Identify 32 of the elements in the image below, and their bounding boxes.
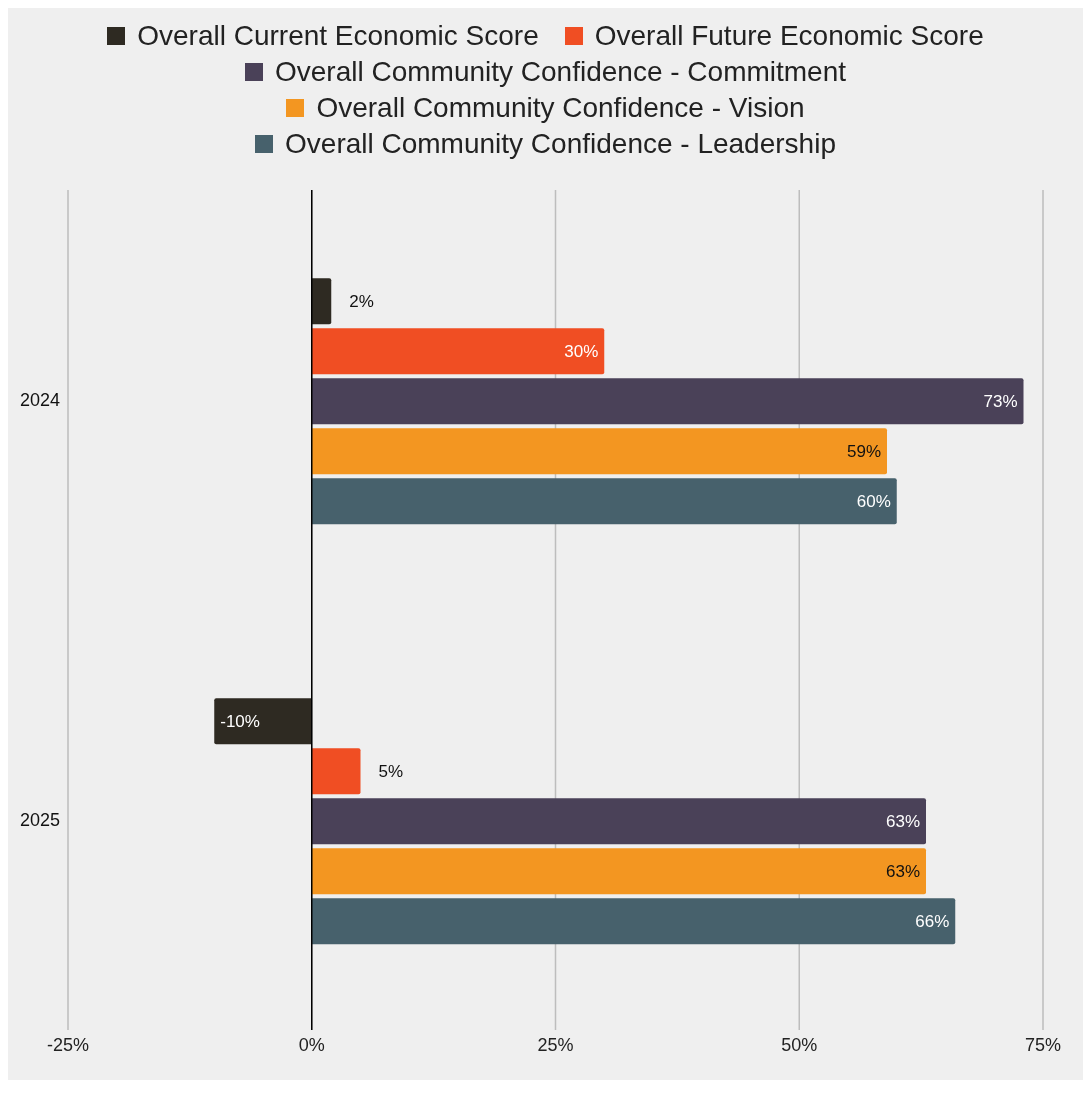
- bar: [311, 478, 897, 525]
- y-tick-label: 2025: [19, 810, 60, 831]
- bar: [311, 848, 926, 895]
- bar: [214, 698, 312, 745]
- data-label: 5%: [378, 762, 404, 782]
- x-tick-label: 0%: [298, 1034, 325, 1055]
- legend-label: Overall Community Confidence - Leadership: [285, 128, 836, 160]
- legend-label: Overall Future Economic Score: [594, 20, 984, 52]
- x-tick-label: 50%: [781, 1034, 818, 1055]
- data-label: 60%: [856, 492, 891, 512]
- bar: [311, 898, 956, 945]
- data-label: 2%: [349, 292, 374, 312]
- x-tick-label: -25%: [46, 1034, 90, 1055]
- bar: [311, 748, 361, 795]
- data-label: 63%: [885, 812, 920, 832]
- legend-label: Overall Community Confidence - Vision: [316, 92, 805, 124]
- x-tick-label: 75%: [1024, 1034, 1062, 1055]
- bar: [311, 378, 1024, 425]
- data-label: 30%: [564, 342, 599, 362]
- legend-label: Overall Current Economic Score: [137, 20, 539, 52]
- legend-label: Overall Community Confidence - Commitment: [274, 56, 847, 88]
- data-label: 63%: [885, 862, 920, 882]
- bar: [311, 798, 926, 845]
- bar: [311, 328, 605, 375]
- data-label: -10%: [220, 712, 260, 732]
- y-tick-label: 2024: [19, 390, 60, 411]
- data-label: 59%: [846, 442, 881, 462]
- x-tick-label: 25%: [537, 1034, 574, 1055]
- bar: [311, 278, 332, 325]
- data-label: 66%: [915, 912, 950, 932]
- bar: [311, 428, 887, 475]
- data-label: 73%: [983, 392, 1018, 412]
